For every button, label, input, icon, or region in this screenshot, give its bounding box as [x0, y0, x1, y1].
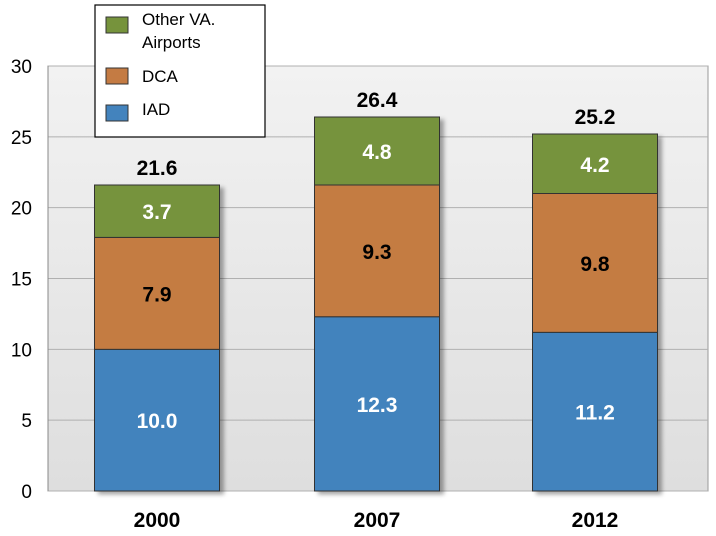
- x-tick-label: 2000: [134, 509, 181, 532]
- bar-segment: [94, 184, 220, 238]
- bar-segment: [532, 133, 658, 194]
- bar-segment: [94, 348, 220, 492]
- legend-swatch: [105, 67, 129, 85]
- bar-segment: [314, 316, 440, 492]
- value-label: 9.8: [580, 253, 610, 276]
- value-label: 9.3: [362, 241, 391, 264]
- bar-stack: [94, 184, 220, 492]
- value-label: 7.9: [142, 283, 171, 306]
- bar-segment: [314, 116, 440, 186]
- bar-segment: [532, 331, 658, 492]
- y-tick-label: 30: [11, 57, 32, 78]
- legend: Other VA. Airports DCA IAD: [94, 4, 266, 138]
- value-label: 12.3: [357, 394, 398, 417]
- legend-label: DCA: [142, 67, 179, 86]
- value-label: 11.2: [575, 402, 615, 425]
- y-tick-label: 0: [21, 482, 32, 503]
- y-tick-label: 15: [11, 270, 32, 291]
- y-tick-label: 10: [11, 340, 32, 361]
- bar-segment: [314, 184, 440, 318]
- bar-stack: [532, 133, 658, 492]
- total-label: 26.4: [357, 89, 398, 112]
- legend-swatch: [105, 104, 129, 122]
- value-label: 4.2: [580, 154, 609, 177]
- y-tick-label: 20: [11, 199, 32, 220]
- y-tick-label: 5: [21, 411, 32, 432]
- legend-swatch: [105, 16, 129, 34]
- y-tick-label: 25: [11, 128, 32, 149]
- value-label: 3.7: [142, 201, 171, 224]
- total-label: 21.6: [137, 157, 178, 180]
- x-tick-label: 2012: [572, 509, 619, 532]
- legend-label: Other VA.: [142, 10, 215, 29]
- bar-stack: [314, 116, 440, 492]
- legend-label: IAD: [142, 100, 170, 119]
- value-label: 4.8: [362, 141, 392, 164]
- bar-segment: [94, 236, 220, 350]
- total-label: 25.2: [575, 106, 616, 129]
- x-tick-label: 2007: [354, 509, 401, 532]
- bar-segment: [532, 193, 658, 333]
- legend-label: Airports: [142, 33, 201, 52]
- value-label: 10.0: [137, 410, 178, 433]
